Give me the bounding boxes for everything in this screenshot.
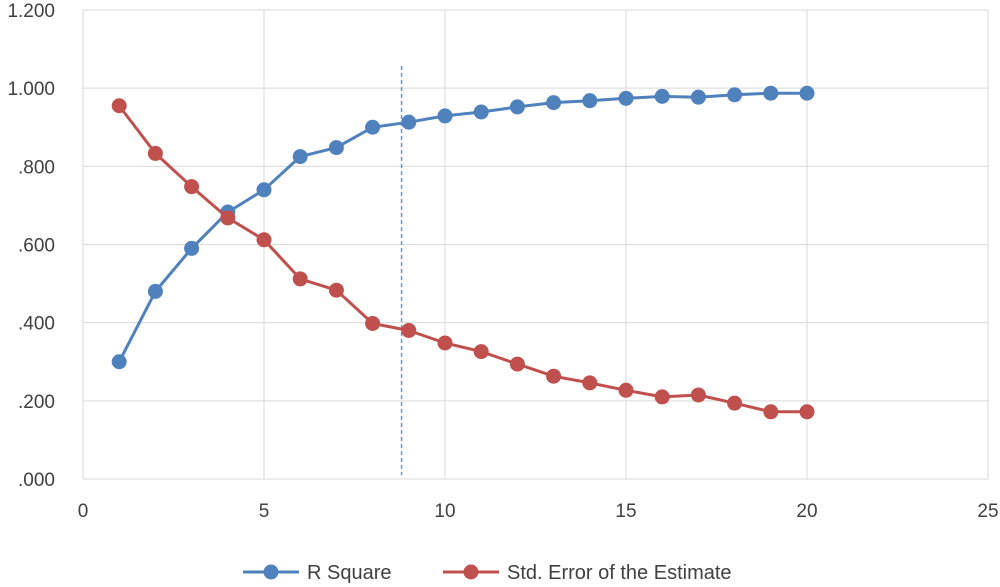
data-point — [763, 404, 779, 420]
y-tick-label: .600 — [18, 236, 55, 257]
x-tick-label: 20 — [796, 501, 817, 522]
data-point — [546, 95, 562, 111]
data-point — [546, 368, 562, 384]
data-point — [654, 88, 670, 104]
data-point — [365, 315, 381, 331]
data-point — [690, 89, 706, 105]
y-tick-label: .800 — [18, 157, 55, 178]
data-point — [220, 210, 236, 226]
data-point — [365, 119, 381, 135]
data-point — [147, 283, 163, 299]
data-point — [328, 282, 344, 298]
series-r-square — [111, 85, 815, 370]
data-point — [618, 90, 634, 106]
data-point — [509, 356, 525, 372]
data-point — [256, 182, 272, 198]
x-axis-tick-labels: 0 5 10 15 20 25 — [78, 501, 999, 522]
x-tick-label: 0 — [78, 501, 89, 522]
series-line — [117, 91, 807, 363]
y-tick-label: .000 — [18, 470, 55, 491]
y-axis-tick-labels: .000 .200 .400 .600 .800 1.000 1.200 — [7, 1, 55, 491]
data-point — [147, 145, 163, 161]
series-group — [111, 85, 815, 420]
y-tick-label: 1.000 — [7, 79, 55, 100]
legend-item-r-square: R Square — [243, 562, 392, 584]
x-tick-label: 5 — [259, 501, 270, 522]
y-tick-label: .400 — [18, 314, 55, 335]
legend-label: R Square — [307, 562, 392, 584]
series-line — [118, 104, 807, 414]
data-point — [799, 85, 815, 101]
data-point — [690, 387, 706, 403]
x-tick-label: 25 — [977, 501, 998, 522]
data-point — [111, 98, 127, 114]
grid — [82, 9, 989, 480]
data-point — [401, 114, 417, 130]
data-point — [111, 354, 127, 370]
data-point — [727, 87, 743, 103]
data-point — [763, 85, 779, 101]
data-point — [473, 104, 489, 120]
x-tick-label: 10 — [434, 501, 455, 522]
legend: R Square Std. Error of the Estimate — [243, 562, 732, 584]
data-point — [328, 140, 344, 156]
data-point — [473, 344, 489, 360]
data-point — [437, 335, 453, 351]
data-point — [292, 271, 308, 287]
data-point — [256, 232, 272, 248]
legend-swatch-marker — [463, 564, 479, 580]
legend-item-std-error: Std. Error of the Estimate — [443, 562, 732, 584]
data-point — [654, 389, 670, 405]
x-tick-label: 15 — [615, 501, 636, 522]
data-point — [292, 149, 308, 165]
legend-label: Std. Error of the Estimate — [507, 562, 732, 584]
y-tick-label: .200 — [18, 392, 55, 413]
data-point — [509, 99, 525, 115]
data-point — [582, 93, 598, 109]
series-std-error — [111, 98, 815, 420]
data-point — [618, 382, 634, 398]
data-point — [184, 179, 200, 195]
legend-swatch-marker — [263, 564, 279, 580]
data-point — [727, 395, 743, 411]
data-point — [437, 108, 453, 124]
data-point — [401, 322, 417, 338]
data-point — [582, 375, 598, 391]
data-point — [799, 404, 815, 420]
y-tick-label: 1.200 — [7, 1, 55, 22]
data-point — [184, 240, 200, 256]
